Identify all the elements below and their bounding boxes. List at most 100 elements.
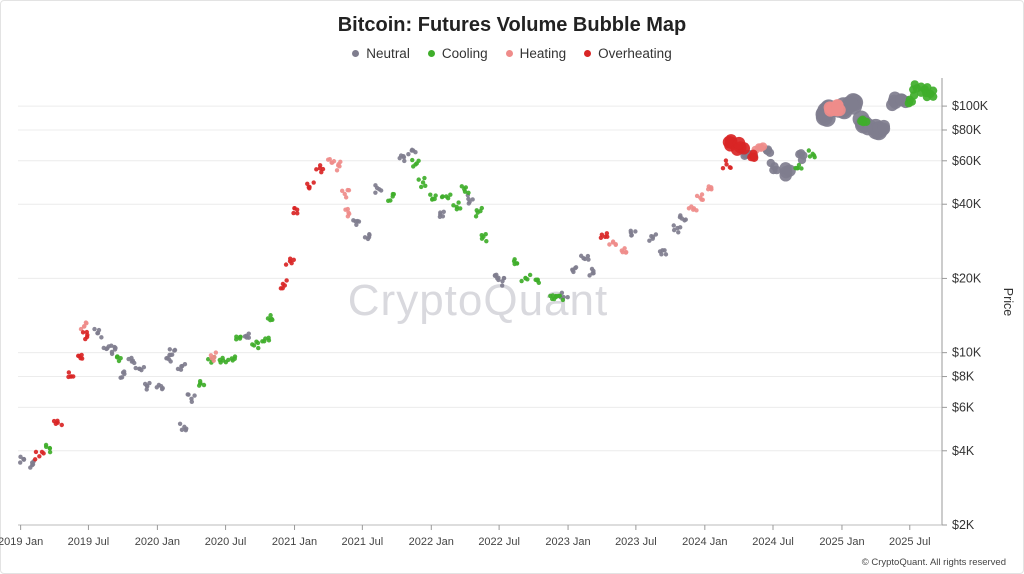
- bubble-cooling[interactable]: [266, 335, 271, 341]
- bubble-cooling[interactable]: [523, 275, 528, 281]
- bubble-overheating[interactable]: [53, 421, 59, 426]
- bubble-neutral[interactable]: [133, 365, 138, 371]
- bubble-cooling[interactable]: [916, 82, 926, 91]
- bubble-heating[interactable]: [343, 195, 349, 200]
- bubble-neutral[interactable]: [92, 326, 97, 332]
- bubble-overheating[interactable]: [84, 334, 90, 340]
- bubble-neutral[interactable]: [578, 253, 584, 259]
- bubble-cooling[interactable]: [411, 164, 416, 169]
- bubble-neutral[interactable]: [565, 295, 570, 300]
- bubble-cooling[interactable]: [479, 205, 485, 211]
- bubble-cooling[interactable]: [201, 382, 207, 388]
- bubble-neutral[interactable]: [172, 347, 178, 353]
- bubble-overheating[interactable]: [727, 165, 733, 170]
- bubble-neutral[interactable]: [440, 214, 446, 219]
- bubble-neutral[interactable]: [659, 252, 664, 257]
- bubble-cooling[interactable]: [47, 449, 53, 455]
- bubble-cooling[interactable]: [519, 278, 524, 284]
- bubble-cooling[interactable]: [553, 294, 559, 299]
- bubble-cooling[interactable]: [256, 345, 261, 351]
- bubble-neutral[interactable]: [586, 257, 591, 262]
- bubble-heating[interactable]: [694, 193, 700, 199]
- bubble-cooling[interactable]: [799, 166, 804, 171]
- bubble-heating[interactable]: [84, 320, 89, 326]
- bubble-neutral[interactable]: [183, 428, 189, 433]
- bubble-neutral[interactable]: [189, 399, 195, 404]
- bubble-overheating[interactable]: [282, 283, 288, 288]
- bubble-heating[interactable]: [342, 191, 347, 197]
- bubble-overheating[interactable]: [79, 352, 84, 358]
- bubble-cooling[interactable]: [796, 162, 802, 168]
- bubble-neutral[interactable]: [406, 151, 411, 157]
- bubble-neutral[interactable]: [167, 347, 173, 352]
- bubble-neutral[interactable]: [401, 153, 406, 159]
- bubble-overheating[interactable]: [604, 231, 610, 236]
- bubble-cooling[interactable]: [922, 92, 932, 102]
- bubble-heating[interactable]: [758, 142, 768, 151]
- bubble-cooling[interactable]: [473, 214, 479, 219]
- bubble-cooling[interactable]: [268, 313, 273, 318]
- bubble-cooling[interactable]: [466, 190, 471, 195]
- bubble-overheating[interactable]: [320, 166, 326, 172]
- bubble-cooling[interactable]: [484, 238, 489, 244]
- bubble-heating[interactable]: [335, 163, 341, 168]
- bubble-overheating[interactable]: [284, 278, 289, 283]
- bubble-cooling[interactable]: [812, 155, 817, 160]
- bubble-heating[interactable]: [339, 188, 345, 194]
- bubble-cooling[interactable]: [265, 316, 271, 321]
- bubble-cooling[interactable]: [391, 192, 396, 197]
- bubble-cooling[interactable]: [217, 357, 222, 363]
- bubble-neutral[interactable]: [499, 283, 505, 288]
- bubble-cooling[interactable]: [928, 92, 938, 101]
- bubble-neutral[interactable]: [677, 225, 683, 230]
- bubble-neutral[interactable]: [402, 158, 407, 164]
- bubble-heating[interactable]: [211, 358, 216, 363]
- bubble-cooling[interactable]: [454, 207, 460, 212]
- bubble-neutral[interactable]: [21, 456, 26, 462]
- bubble-cooling[interactable]: [462, 189, 468, 194]
- bubble-cooling[interactable]: [527, 272, 533, 278]
- bubble-heating[interactable]: [624, 249, 629, 255]
- bubble-neutral[interactable]: [877, 122, 891, 136]
- bubble-neutral[interactable]: [182, 362, 188, 367]
- bubble-cooling[interactable]: [196, 383, 202, 388]
- bubble-neutral[interactable]: [662, 248, 667, 253]
- bubble-cooling[interactable]: [862, 117, 871, 126]
- bubble-neutral[interactable]: [413, 149, 418, 155]
- bubble-overheating[interactable]: [80, 330, 86, 335]
- bubble-overheating[interactable]: [723, 158, 729, 163]
- bubble-cooling[interactable]: [514, 261, 520, 266]
- bubble-overheating[interactable]: [722, 135, 736, 149]
- bubble-neutral[interactable]: [585, 253, 591, 259]
- bubble-overheating[interactable]: [732, 136, 746, 150]
- bubble-cooling[interactable]: [463, 185, 469, 190]
- bubble-overheating[interactable]: [295, 211, 300, 216]
- bubble-cooling[interactable]: [433, 193, 438, 198]
- bubble-neutral[interactable]: [783, 164, 796, 177]
- bubble-cooling[interactable]: [420, 180, 426, 185]
- bubble-overheating[interactable]: [291, 210, 296, 216]
- bubble-heating[interactable]: [78, 326, 84, 332]
- bubble-heating[interactable]: [699, 192, 705, 197]
- bubble-overheating[interactable]: [33, 449, 39, 455]
- bubble-neutral[interactable]: [841, 95, 859, 113]
- bubble-overheating[interactable]: [292, 205, 297, 211]
- bubble-overheating[interactable]: [605, 234, 610, 239]
- bubble-cooling[interactable]: [428, 192, 433, 197]
- bubble-neutral[interactable]: [158, 383, 164, 389]
- bubble-neutral[interactable]: [647, 238, 652, 243]
- bubble-neutral[interactable]: [141, 365, 147, 370]
- bubble-overheating[interactable]: [749, 153, 759, 162]
- bubble-neutral[interactable]: [144, 387, 149, 392]
- bubble-overheating[interactable]: [724, 162, 729, 167]
- bubble-cooling[interactable]: [423, 183, 428, 188]
- bubble-cooling[interactable]: [483, 231, 488, 237]
- bubble-neutral[interactable]: [109, 349, 115, 355]
- bubble-neutral[interactable]: [154, 385, 160, 390]
- bubble-cooling[interactable]: [422, 175, 427, 181]
- bubble-neutral[interactable]: [18, 460, 23, 465]
- bubble-neutral[interactable]: [168, 359, 173, 364]
- bubble-overheating[interactable]: [71, 374, 76, 379]
- bubble-neutral[interactable]: [106, 344, 111, 349]
- bubble-overheating[interactable]: [37, 454, 42, 459]
